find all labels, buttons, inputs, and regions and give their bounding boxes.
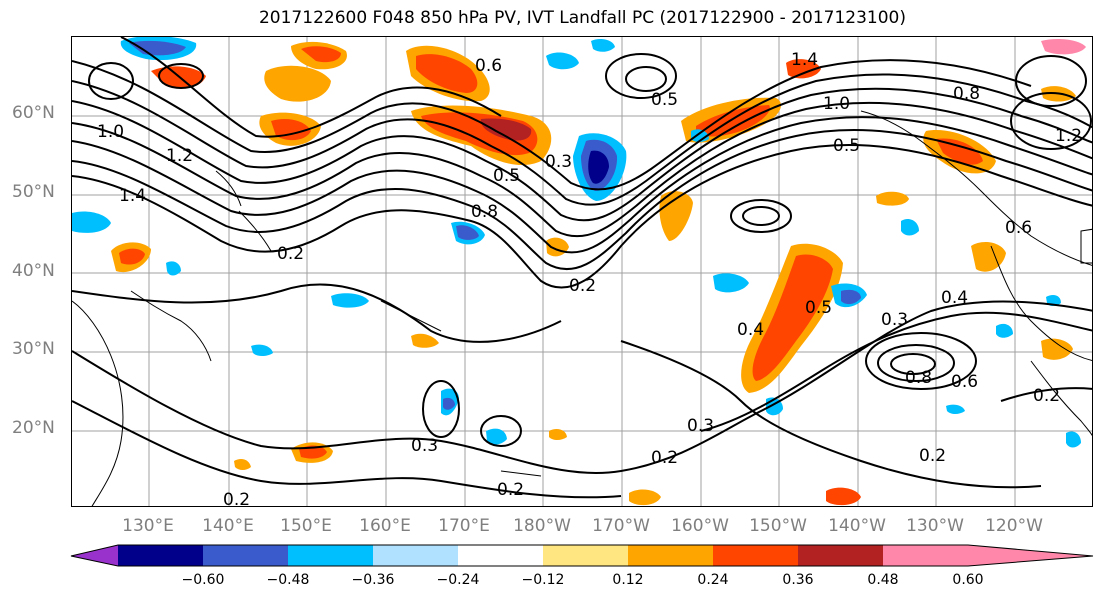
colorbar-tick: −0.48 [266,572,310,588]
colorbar-tick: −0.12 [521,572,565,588]
colorbar-extend-high [968,545,1093,566]
contour-label: 0.2 [277,244,304,264]
contour-label: 0.2 [569,276,596,296]
colorbar-tick: −0.24 [436,572,480,588]
contour-label: 0.3 [411,436,438,456]
contour-label: 0.2 [651,448,678,468]
colorbar-segment [543,545,628,566]
colorbar-tick: −0.36 [351,572,395,588]
contour-label: 0.6 [475,56,502,76]
map-canvas: 1.0 1.2 1.4 0.2 0.8 0.6 0.5 0.3 0.2 1.4 … [72,37,1092,507]
contour-label: 0.4 [941,288,968,308]
contour-label: 0.2 [497,480,524,500]
colorbar-segment [203,545,288,566]
lat-label-20n: 20°N [12,418,55,438]
lon-label-160w: 160°W [671,516,729,536]
contour-label: 0.8 [905,368,932,388]
colorbar-segment [373,545,458,566]
colorbar-segment [628,545,713,566]
colorbar-tick: 0.48 [867,572,899,588]
colorbar-tick: 0.36 [782,572,814,588]
contour-label: 0.2 [1033,386,1060,406]
contour-label: 0.2 [223,490,250,507]
lon-label-150e: 150°E [280,516,332,536]
ivt-shading [72,37,1086,506]
graticule [72,37,1092,506]
map-title: 2017122600 F048 850 hPa PV, IVT Landfall… [258,8,906,28]
lon-label-140w: 140°W [828,516,886,536]
contour-label: 0.5 [493,166,520,186]
contour-label: 0.6 [951,372,978,392]
colorbar-segment [118,545,203,566]
lat-label-50n: 50°N [12,182,55,202]
contour-label: 0.2 [919,446,946,466]
lon-label-140e: 140°E [202,516,254,536]
colorbar-segment [883,545,968,566]
contour-label: 1.4 [791,50,818,70]
lon-label-170w: 170°W [592,516,650,536]
contour-label: 0.3 [545,152,572,172]
contour-label: 1.0 [97,122,124,142]
contour-label: 1.2 [166,146,193,166]
colorbar-tick: 0.60 [952,572,984,588]
lon-label-130w: 130°W [906,516,964,536]
contour-label: 0.5 [651,90,678,110]
lon-label-130e: 130°E [122,516,174,536]
colorbar-segment [288,545,373,566]
contour-label: 0.4 [737,320,764,340]
colorbar-segment [458,545,543,566]
contour-label: 1.2 [1055,126,1082,146]
colorbar-segment [713,545,798,566]
colorbar-tick: −0.60 [181,572,225,588]
map-frame: 1.0 1.2 1.4 0.2 0.8 0.6 0.5 0.3 0.2 1.4 … [71,36,1093,507]
lon-label-160e: 160°E [359,516,411,536]
lat-label-40n: 40°N [12,261,55,281]
contour-label-group: 1.0 1.2 1.4 0.2 0.8 0.6 0.5 0.3 0.2 1.4 … [97,50,1082,507]
colorbar-tick: 0.24 [697,572,729,588]
lon-label-180w: 180°W [513,516,571,536]
contour-label: 0.3 [687,416,714,436]
colorbar [70,544,1094,567]
colorbar-segment [798,545,883,566]
contour-label: 0.6 [1005,218,1032,238]
contour-label: 0.3 [881,310,908,330]
lat-label-30n: 30°N [12,339,55,359]
coastlines [72,110,1092,506]
contour-label: 1.0 [823,94,850,114]
pv-contours [72,37,1092,499]
lon-label-120w: 120°W [985,516,1043,536]
colorbar-tick: 0.12 [612,572,644,588]
contour-label: 0.5 [833,136,860,156]
lon-label-170e: 170°E [438,516,490,536]
contour-label: 0.8 [953,84,980,104]
contour-label: 1.4 [119,186,146,206]
contour-label: 0.8 [471,202,498,222]
contour-label: 0.5 [805,298,832,318]
lon-label-150w: 150°W [749,516,807,536]
colorbar-extend-low [71,545,118,566]
lat-label-60n: 60°N [12,103,55,123]
